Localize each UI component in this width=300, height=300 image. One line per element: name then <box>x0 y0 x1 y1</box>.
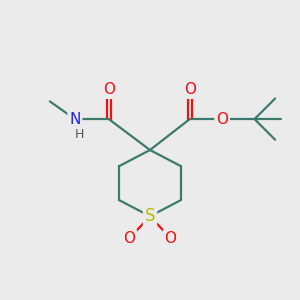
Text: O: O <box>216 112 228 127</box>
Text: N: N <box>69 112 81 127</box>
Text: O: O <box>184 82 196 97</box>
Text: S: S <box>145 207 155 225</box>
Text: O: O <box>123 231 135 246</box>
Text: O: O <box>103 82 115 97</box>
Text: O: O <box>165 231 177 246</box>
Text: H: H <box>75 128 84 141</box>
